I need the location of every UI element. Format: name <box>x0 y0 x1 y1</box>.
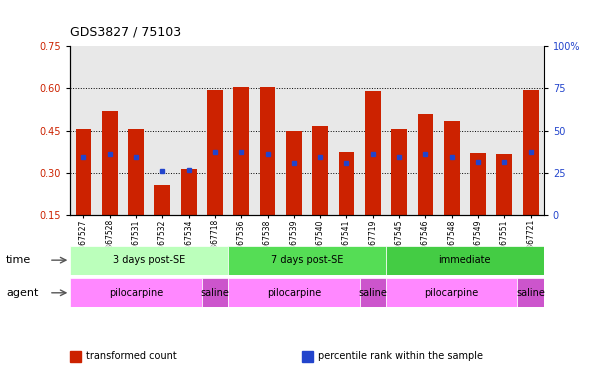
Bar <box>518 278 544 307</box>
Text: 3 days post-SE: 3 days post-SE <box>113 255 185 265</box>
Bar <box>386 246 544 275</box>
Bar <box>386 278 518 307</box>
Text: time: time <box>6 255 31 265</box>
Bar <box>496 154 512 215</box>
Bar <box>417 114 433 215</box>
Text: saline: saline <box>200 288 229 298</box>
Text: 7 days post-SE: 7 days post-SE <box>271 255 343 265</box>
Bar <box>128 129 144 215</box>
Bar <box>260 87 276 215</box>
Bar <box>70 278 202 307</box>
Bar <box>155 185 170 215</box>
Text: immediate: immediate <box>439 255 491 265</box>
Bar <box>76 129 91 215</box>
Text: agent: agent <box>6 288 38 298</box>
Text: saline: saline <box>516 288 545 298</box>
Text: transformed count: transformed count <box>86 351 177 361</box>
Bar <box>102 111 117 215</box>
Text: percentile rank within the sample: percentile rank within the sample <box>318 351 483 361</box>
Bar <box>523 90 538 215</box>
Text: pilocarpine: pilocarpine <box>267 288 321 298</box>
Bar <box>233 87 249 215</box>
Text: saline: saline <box>359 288 387 298</box>
Text: pilocarpine: pilocarpine <box>425 288 479 298</box>
Bar <box>365 91 381 215</box>
Text: GDS3827 / 75103: GDS3827 / 75103 <box>70 25 181 38</box>
Bar <box>70 246 228 275</box>
Bar <box>228 278 360 307</box>
Bar <box>338 152 354 215</box>
Bar <box>207 90 223 215</box>
Text: pilocarpine: pilocarpine <box>109 288 163 298</box>
Bar <box>312 126 328 215</box>
Bar <box>286 131 302 215</box>
Bar <box>228 246 386 275</box>
Bar <box>444 121 459 215</box>
Bar <box>360 278 386 307</box>
Bar <box>181 169 197 215</box>
Bar <box>470 153 486 215</box>
Bar <box>391 129 407 215</box>
Bar <box>202 278 228 307</box>
